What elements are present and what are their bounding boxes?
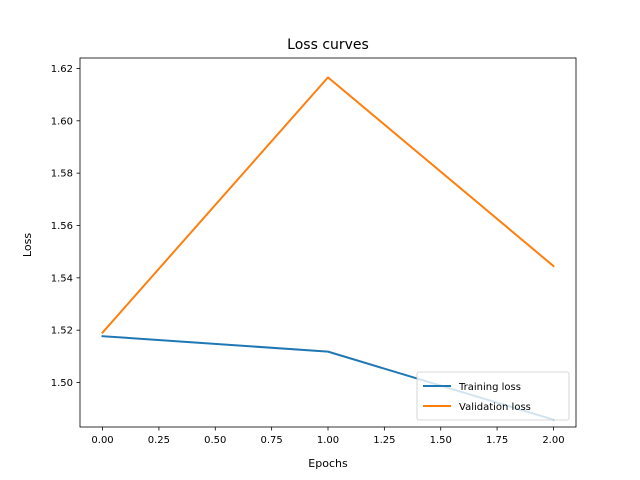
y-tick-label: 1.62 bbox=[51, 64, 73, 75]
y-tick-label: 1.58 bbox=[51, 169, 73, 180]
x-tick-label: 1.25 bbox=[373, 435, 395, 446]
legend-label-2: Validation loss bbox=[459, 402, 531, 413]
legend: Training loss Validation loss bbox=[416, 371, 570, 421]
y-tick-label: 1.60 bbox=[51, 116, 73, 127]
y-tick-label: 1.54 bbox=[51, 273, 73, 284]
y-tick-label: 1.56 bbox=[51, 221, 73, 232]
y-axis: 1.50 1.52 1.54 1.56 1.58 1.60 1.62 bbox=[51, 64, 80, 389]
x-tick-label: 0.00 bbox=[91, 435, 113, 446]
y-axis-label: Loss bbox=[21, 233, 34, 257]
x-axis: 0.00 0.25 0.50 0.75 1.00 1.25 1.50 1.75 2.00 bbox=[91, 427, 565, 446]
x-tick-label: 1.00 bbox=[317, 435, 339, 446]
x-tick-label: 0.75 bbox=[261, 435, 283, 446]
x-tick-label: 0.25 bbox=[148, 435, 170, 446]
legend-box bbox=[416, 371, 570, 421]
series-line-2 bbox=[101, 76, 555, 334]
y-tick-label: 1.52 bbox=[51, 326, 73, 337]
x-tick-label: 2.00 bbox=[542, 435, 564, 446]
x-tick-label: 1.50 bbox=[430, 435, 452, 446]
plot-area bbox=[101, 76, 555, 421]
y-tick-label: 1.50 bbox=[51, 378, 73, 389]
x-tick-label: 0.50 bbox=[204, 435, 226, 446]
x-axis-label: Epochs bbox=[308, 457, 348, 470]
x-tick-label: 1.75 bbox=[486, 435, 508, 446]
legend-label-1: Training loss bbox=[458, 382, 521, 393]
chart-title: Loss curves bbox=[287, 37, 369, 53]
